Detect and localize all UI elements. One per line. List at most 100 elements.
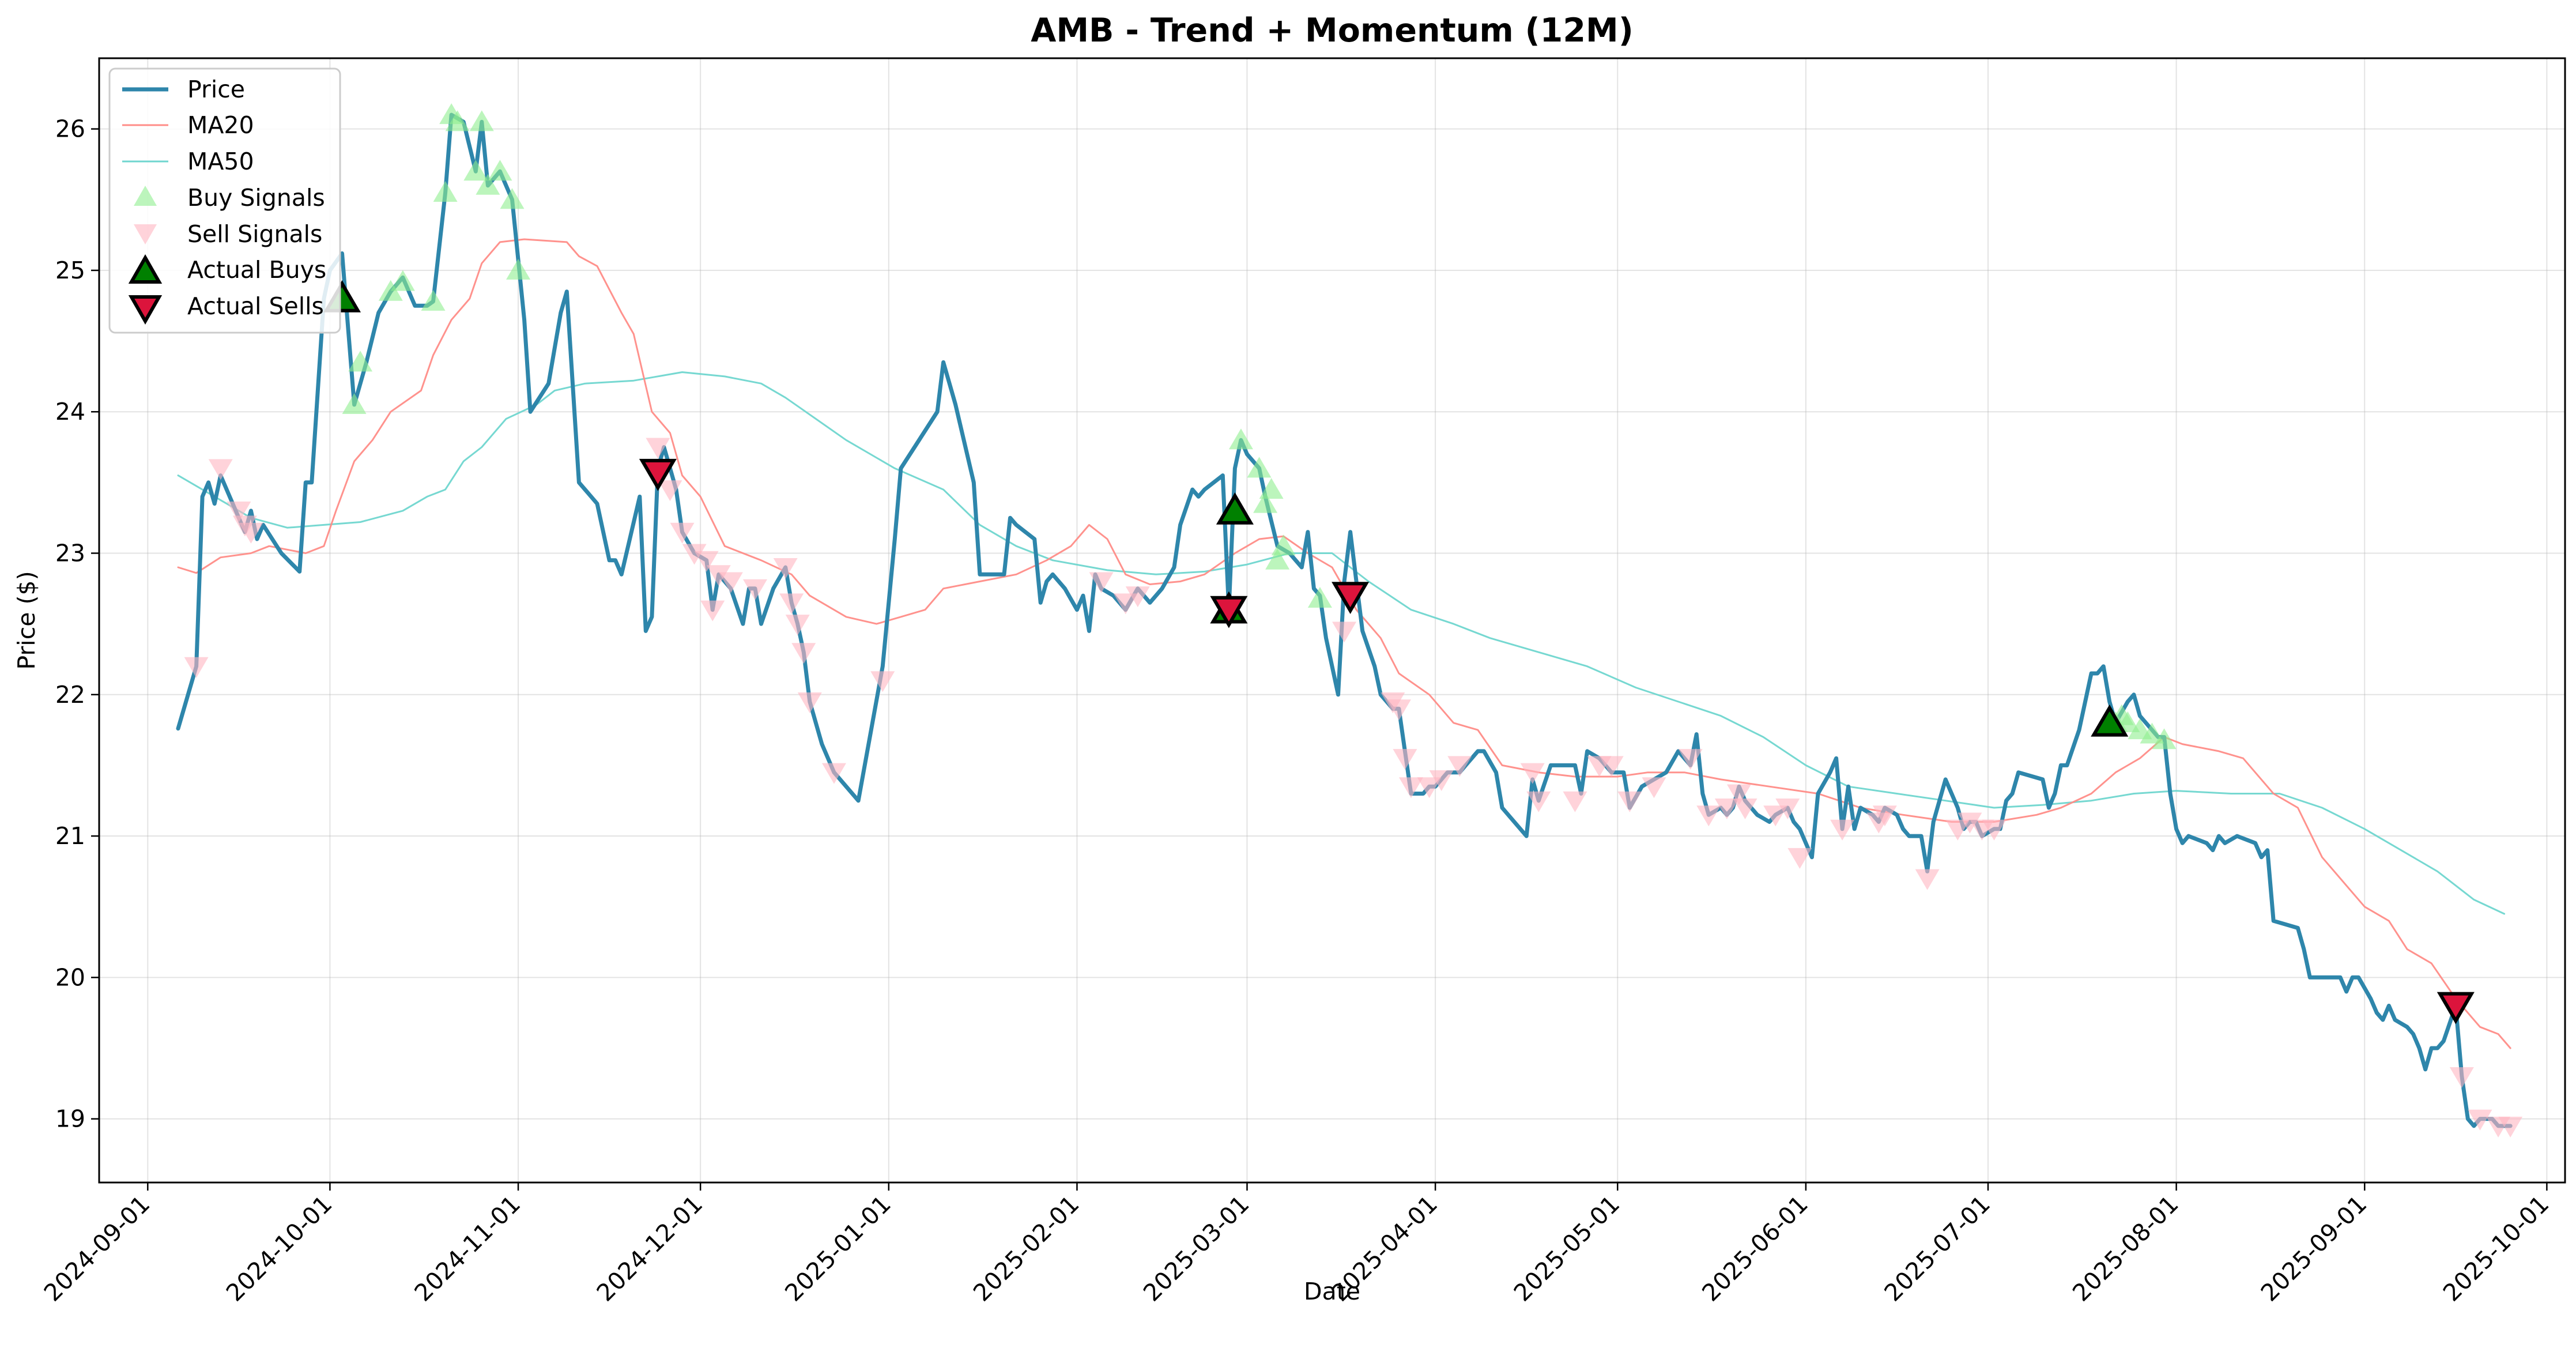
- x-axis-label: Date: [1304, 1278, 1360, 1305]
- sell-signal-marker: [700, 600, 725, 622]
- sell-signal-marker: [1417, 777, 1442, 799]
- buy-signal-marker: [421, 289, 446, 311]
- sell-signal-marker: [785, 615, 810, 636]
- buy-signal-marker: [445, 110, 470, 131]
- sell-signal-marker: [1872, 805, 1897, 827]
- sell-signal-marker: [1733, 799, 1757, 819]
- sell-signal-marker: [773, 558, 798, 579]
- y-tick-label: 23: [55, 539, 85, 567]
- sell-signal-marker: [1915, 869, 1940, 890]
- buy-signal-marker: [476, 174, 500, 195]
- buy-signal-marker: [469, 110, 494, 131]
- actual-buy-marker: [1216, 492, 1254, 525]
- ma50-line: [177, 371, 2506, 915]
- sell-signal-marker: [1089, 572, 1114, 593]
- sell-signal-marker: [1945, 819, 1970, 841]
- plot-area: [98, 57, 2566, 1184]
- sell-signal-marker: [1958, 812, 1982, 834]
- y-tick-label: 26: [55, 115, 85, 143]
- legend-actual-sells-label: Actual Sells: [187, 292, 324, 320]
- buy-signal-marker: [348, 351, 373, 372]
- sell-signal-marker: [1520, 763, 1545, 784]
- legend-ma20-label: MA20: [187, 111, 254, 139]
- buy-signal-marker: [2152, 728, 2177, 750]
- legend-sell-signal-swatch: [134, 224, 157, 244]
- sell-signal-marker: [208, 459, 233, 480]
- legend-sell-signals-label: Sell Signals: [187, 220, 322, 248]
- sell-signal-marker: [1599, 756, 1624, 777]
- buy-signal-marker: [1228, 428, 1253, 450]
- y-tick-label: 21: [55, 822, 85, 850]
- sell-signal-marker: [779, 593, 804, 615]
- y-axis: 19 20 21 22 23 24 25 26: [55, 115, 99, 1133]
- sell-signal-marker: [706, 565, 731, 586]
- sell-signal-marker: [1763, 805, 1788, 827]
- buy-signal-marker: [2140, 722, 2164, 744]
- sell-signal-marker: [791, 643, 816, 664]
- sell-signal-marker: [2449, 1067, 2474, 1089]
- actual-buy-marker: [2091, 704, 2129, 737]
- sell-signal-marker: [1113, 593, 1138, 615]
- sell-signal-marker: [718, 572, 743, 593]
- sell-signal-marker: [670, 522, 695, 544]
- legend: Price MA20 MA50 Buy Signals Sell Signals…: [108, 67, 341, 334]
- sell-signal-marker: [1386, 699, 1411, 721]
- sell-signal-marker: [227, 501, 251, 522]
- grid-lines: [99, 58, 2565, 1183]
- legend-ma50-label: MA50: [187, 148, 254, 175]
- actual-sell-marker: [1210, 596, 1248, 628]
- sell-signal-marker: [821, 763, 846, 784]
- sell-signal-marker: [682, 544, 707, 565]
- buy-signal-marker: [463, 160, 488, 181]
- sell-signal-marker: [1617, 791, 1642, 812]
- sell-signal-marker: [1125, 586, 1150, 608]
- legend-actual-sell-swatch: [128, 295, 163, 325]
- legend-price-label: Price: [187, 76, 245, 103]
- buy-signal-marker: [1247, 457, 1272, 478]
- sell-signal-marker: [1714, 799, 1739, 819]
- y-tick-label: 24: [55, 398, 85, 425]
- buy-signal-marker: [1307, 586, 1332, 608]
- sell-signal-marker: [694, 551, 719, 572]
- buy-signal-marker: [1253, 492, 1278, 513]
- sell-signal-marker: [1398, 777, 1423, 799]
- buy-signal-marker: [378, 280, 403, 301]
- buy-signal-markers: [330, 103, 2177, 750]
- buy-signal-marker: [1259, 478, 1284, 499]
- buy-signal-marker: [1271, 534, 1296, 556]
- sell-signal-marker: [658, 480, 682, 502]
- sell-signal-marker: [1332, 622, 1357, 643]
- y-axis-label: Price ($): [13, 571, 40, 669]
- sell-signal-marker: [1830, 819, 1855, 841]
- sell-signal-marker: [1393, 749, 1417, 770]
- legend-actual-buys-label: Actual Buys: [187, 256, 326, 284]
- sell-signal-marker: [1726, 784, 1751, 805]
- legend-actual-buy-swatch: [128, 254, 163, 284]
- sell-signal-marker: [646, 438, 670, 459]
- sell-signal-marker: [239, 522, 263, 544]
- sell-signal-marker: [1642, 777, 1666, 799]
- legend-buy-signals-label: Buy Signals: [187, 184, 325, 212]
- sell-signal-marker: [797, 692, 822, 714]
- chart-title: AMB - Trend + Momentum (12M): [1031, 12, 1634, 50]
- buy-signal-marker: [342, 393, 367, 414]
- sell-signal-marker: [742, 579, 767, 600]
- y-tick-label: 20: [55, 963, 85, 991]
- actual-sell-marker: [1332, 582, 1370, 615]
- buy-signal-marker: [433, 181, 458, 202]
- ma50-series: [177, 371, 2506, 915]
- y-tick-label: 25: [55, 257, 85, 284]
- buy-signal-marker: [506, 258, 531, 280]
- actual-sell-marker: [2437, 992, 2475, 1025]
- legend-box: [108, 67, 341, 334]
- sell-signal-marker: [1678, 749, 1703, 770]
- buy-signal-marker: [390, 270, 415, 291]
- actual-sell-marker: [639, 458, 677, 491]
- sell-signal-markers: [184, 438, 2523, 1138]
- sell-signal-marker: [2498, 1116, 2523, 1138]
- buy-signal-marker: [1265, 548, 1290, 570]
- sell-signal-marker: [1775, 799, 1800, 819]
- y-tick-label: 22: [55, 681, 85, 709]
